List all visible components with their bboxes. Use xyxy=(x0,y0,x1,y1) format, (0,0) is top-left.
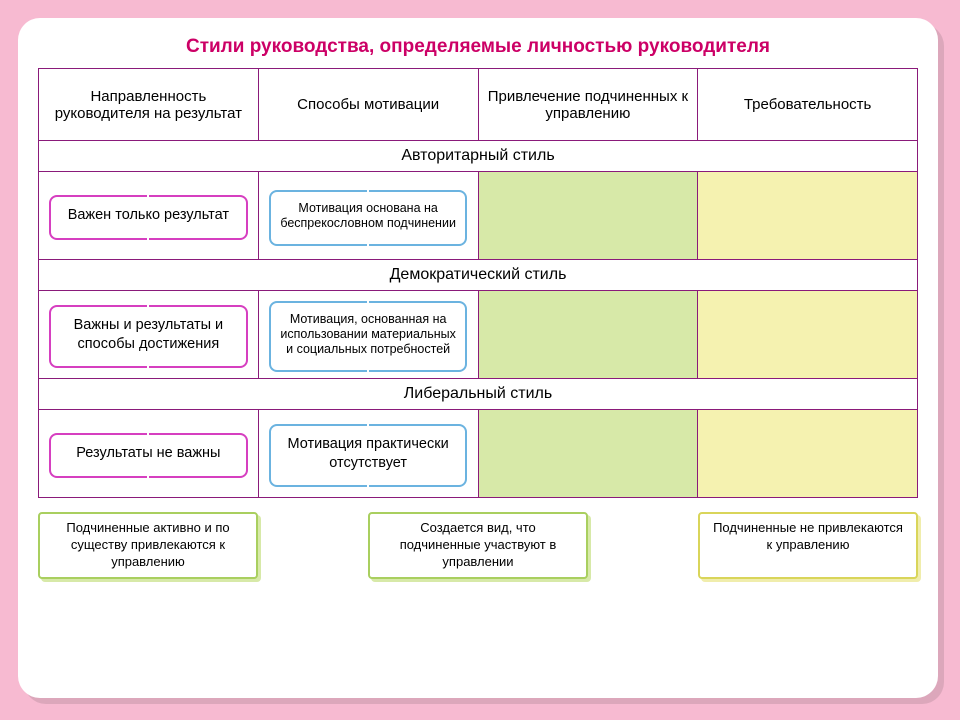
cell-empty-yellow xyxy=(698,291,918,379)
style-name-row: Демократический стиль xyxy=(39,260,918,291)
cell-empty-green xyxy=(478,410,698,498)
style-name-row: Авторитарный стиль xyxy=(39,141,918,172)
chip-direction: Важны и результаты и способы достижения xyxy=(52,308,245,360)
style-name-row: Либеральный стиль xyxy=(39,379,918,410)
bottom-chip: Создается вид, что подчиненные участвуют… xyxy=(368,512,588,579)
bottom-chip: Подчиненные активно и по существу привле… xyxy=(38,512,258,579)
cell: Важны и результаты и способы достижения xyxy=(39,291,259,379)
slide-title: Стили руководства, определяемые личность… xyxy=(38,36,918,58)
cell: Мотивация основана на беспрекословном по… xyxy=(258,172,478,260)
chip-motivation: Мотивация основана на беспрекословном по… xyxy=(272,193,465,239)
style-name: Авторитарный стиль xyxy=(39,141,918,172)
style-cells-row: Важны и результаты и способы достижения … xyxy=(39,291,918,379)
col-header: Требовательность xyxy=(698,69,918,141)
chip-motivation: Мотивация практически отсутствует xyxy=(272,427,465,479)
cell: Результаты не важны xyxy=(39,410,259,498)
cell: Мотивация практически отсутствует xyxy=(258,410,478,498)
style-cells-row: Важен только результат Мотивация основан… xyxy=(39,172,918,260)
style-cells-row: Результаты не важны Мотивация практическ… xyxy=(39,410,918,498)
style-name: Либеральный стиль xyxy=(39,379,918,410)
cell: Мотивация, основанная на использовании м… xyxy=(258,291,478,379)
header-row: Направленность руководителя на результат… xyxy=(39,69,918,141)
style-name: Демократический стиль xyxy=(39,260,918,291)
cell-empty-green xyxy=(478,291,698,379)
chip-motivation: Мотивация, основанная на использовании м… xyxy=(272,304,465,365)
bottom-chip-row: Подчиненные активно и по существу привле… xyxy=(38,512,918,579)
slide-card: Стили руководства, определяемые личность… xyxy=(18,18,938,698)
cell-empty-green xyxy=(478,172,698,260)
col-header: Способы мотивации xyxy=(258,69,478,141)
col-header: Привлечение подчиненных к управлению xyxy=(478,69,698,141)
cell-empty-yellow xyxy=(698,410,918,498)
styles-table: Направленность руководителя на результат… xyxy=(38,68,918,498)
col-header: Направленность руководителя на результат xyxy=(39,69,259,141)
bottom-chip: Подчиненные не привлекаются к управлению xyxy=(698,512,918,579)
cell: Важен только результат xyxy=(39,172,259,260)
chip-direction: Важен только результат xyxy=(52,198,245,232)
chip-direction: Результаты не важны xyxy=(52,436,245,470)
cell-empty-yellow xyxy=(698,172,918,260)
